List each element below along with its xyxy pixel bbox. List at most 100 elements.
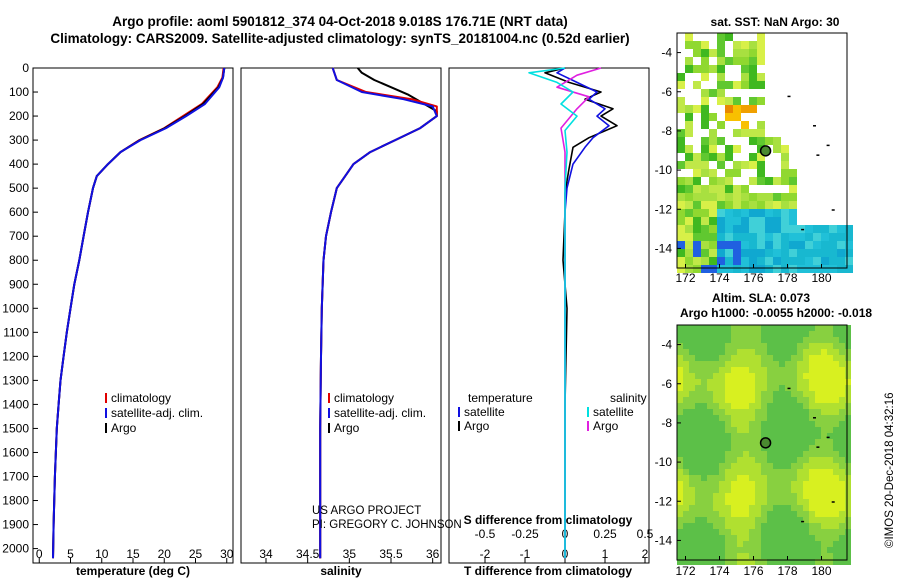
map-cell — [761, 463, 767, 469]
map-cell — [767, 373, 773, 379]
map-cell — [749, 511, 755, 517]
map-cell — [779, 505, 785, 511]
map-cell — [749, 451, 755, 457]
map-cell — [717, 249, 725, 257]
map-cell — [803, 391, 809, 397]
map-cell — [731, 529, 737, 535]
map-cell — [725, 265, 733, 273]
map-cell — [815, 409, 821, 415]
map-cell — [713, 433, 719, 439]
map-cell — [813, 257, 821, 265]
map-cell — [845, 481, 851, 487]
map-cell — [815, 553, 821, 559]
map-cell — [701, 217, 709, 225]
map-cell — [789, 201, 797, 209]
map-cell — [741, 257, 749, 265]
map-cell — [677, 257, 685, 265]
map-cell — [749, 343, 755, 349]
map-cell — [821, 511, 827, 517]
map-cell — [779, 403, 785, 409]
map-cell — [677, 241, 685, 249]
map-cell — [701, 409, 707, 415]
map-cell — [821, 517, 827, 523]
map-cell — [755, 439, 761, 445]
map-cell — [815, 385, 821, 391]
map-cell — [815, 361, 821, 367]
map-cell — [821, 349, 827, 355]
map-cell — [779, 553, 785, 559]
map-cell — [689, 463, 695, 469]
map-cell — [785, 511, 791, 517]
map-cell — [803, 433, 809, 439]
map-cell — [781, 249, 789, 257]
map-cell — [785, 349, 791, 355]
map-cell — [701, 421, 707, 427]
map-cell — [767, 529, 773, 535]
map-cell — [695, 529, 701, 535]
map-cell — [803, 529, 809, 535]
map-cell — [709, 65, 717, 73]
map-cell — [689, 535, 695, 541]
map-cell — [767, 457, 773, 463]
map-cell — [803, 481, 809, 487]
temperature-tick-label: 20 — [158, 547, 172, 561]
map-cell — [809, 535, 815, 541]
map-cell — [749, 349, 755, 355]
map-cell — [709, 153, 717, 161]
map-cell — [719, 367, 725, 373]
map-cell — [773, 553, 779, 559]
map-cell — [845, 349, 851, 355]
map-cell — [755, 463, 761, 469]
map-cell — [737, 367, 743, 373]
map-cell — [767, 523, 773, 529]
map-cell — [781, 233, 789, 241]
map-cell — [717, 49, 725, 57]
map-cell — [677, 547, 683, 553]
map-cell — [695, 445, 701, 451]
map-cell — [689, 355, 695, 361]
map-cell — [833, 331, 839, 337]
map-cell — [773, 523, 779, 529]
map-cell — [845, 445, 851, 451]
map-cell — [803, 559, 809, 565]
map-cell — [767, 421, 773, 427]
map-cell — [695, 535, 701, 541]
map-cell — [737, 343, 743, 349]
map-cell — [677, 209, 685, 217]
map-cell — [737, 499, 743, 505]
depth-tick-label: 300 — [9, 133, 29, 147]
map-cell — [805, 249, 813, 257]
map-cell — [797, 325, 803, 331]
map-cell — [749, 409, 755, 415]
map-cell — [737, 451, 743, 457]
map-cell — [677, 481, 683, 487]
map-cell — [803, 409, 809, 415]
map-cell — [749, 265, 757, 273]
map-cell — [833, 403, 839, 409]
map-cell — [685, 65, 693, 73]
map-cell — [707, 523, 713, 529]
map-cell — [833, 523, 839, 529]
map-cell — [719, 553, 725, 559]
map-cell — [797, 391, 803, 397]
temperature-panel: 0100200300400500600700800900100011001200… — [2, 61, 233, 578]
map-cell — [839, 451, 845, 457]
map-cell — [677, 409, 683, 415]
map-cell — [773, 343, 779, 349]
map-cell — [839, 367, 845, 373]
map-cell — [713, 427, 719, 433]
map-cell — [689, 391, 695, 397]
map-cell — [685, 265, 693, 273]
map-cell — [773, 487, 779, 493]
map-cell — [761, 391, 767, 397]
credit-pi: PI: GREGORY C. JOHNSON — [312, 519, 462, 531]
map-cell — [821, 541, 827, 547]
map-cell — [761, 559, 767, 565]
map-cell — [737, 547, 743, 553]
map-cell — [839, 493, 845, 499]
map-cell — [821, 487, 827, 493]
map2-lat-tick-label: -12 — [655, 494, 673, 508]
map-cell — [713, 355, 719, 361]
salinity-tick-label: 35 — [343, 547, 357, 561]
map-cell — [845, 427, 851, 433]
